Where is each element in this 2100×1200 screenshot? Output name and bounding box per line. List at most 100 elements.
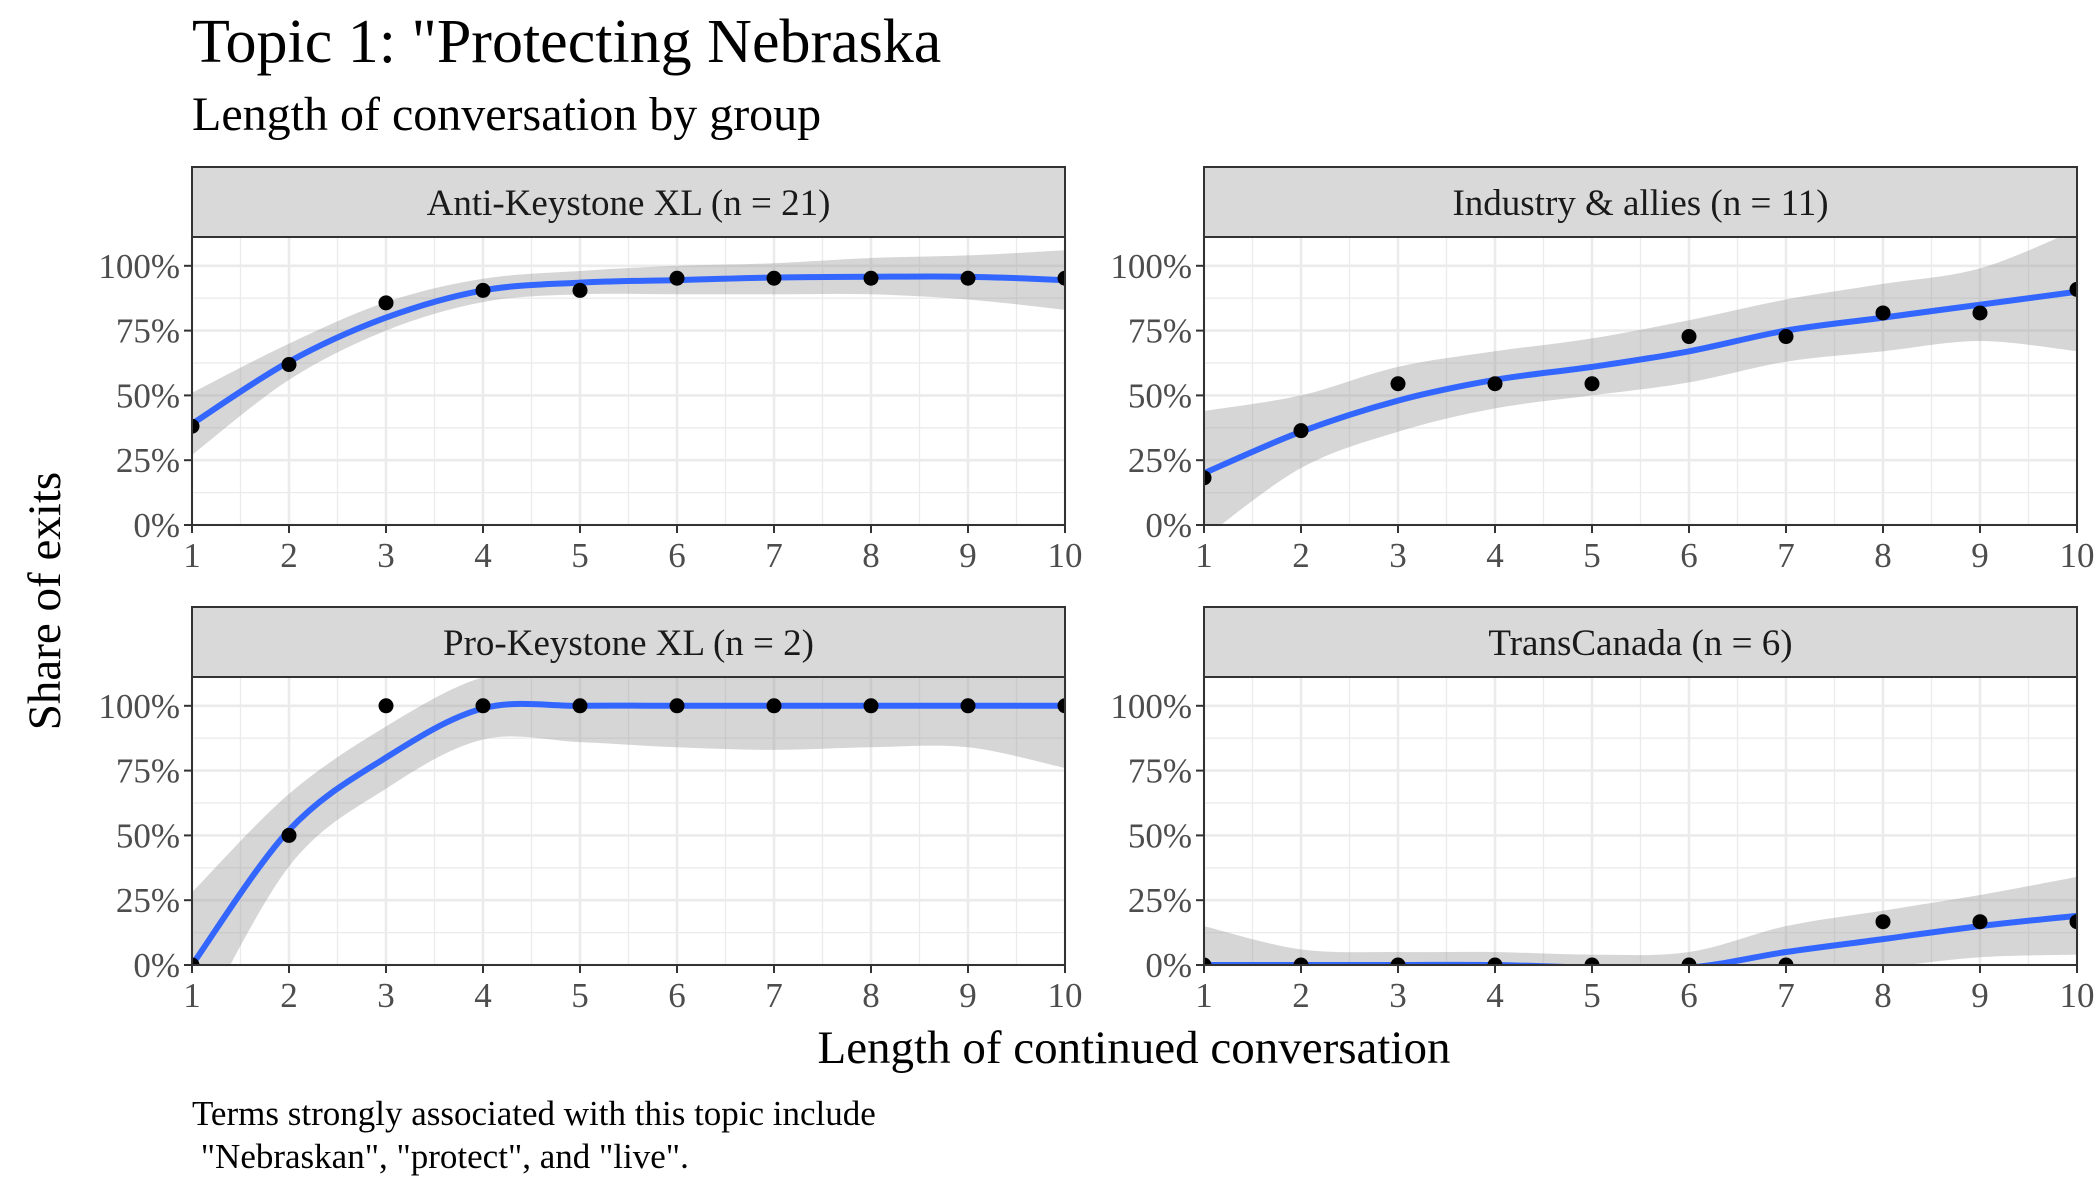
data-point (2069, 281, 2077, 297)
x-tick-label: 7 (1777, 976, 1795, 1015)
data-point (1584, 376, 1600, 392)
x-tick-label: 8 (1874, 976, 1892, 1015)
y-tick-label: 100% (98, 247, 180, 286)
x-tick-label: 5 (1583, 536, 1601, 575)
data-point (192, 418, 200, 434)
facet-strip (1203, 166, 2078, 238)
panel-data (1204, 876, 2077, 965)
data-point (378, 295, 394, 311)
panel-data (192, 250, 1065, 455)
x-tick-label: 4 (1486, 536, 1504, 575)
x-tick-label: 3 (377, 976, 395, 1015)
x-tick-label: 8 (862, 976, 880, 1015)
x-tick-label: 5 (1583, 976, 1601, 1015)
panel-2: Industry & allies (n = 11) 0% 25% 50% 75% 100… (1110, 166, 2095, 575)
data-point (1584, 957, 1600, 965)
x-tick-label: 9 (1971, 536, 1989, 575)
y-tick-label: 0% (133, 506, 180, 545)
data-point (766, 270, 782, 286)
y-tick-label: 0% (1145, 946, 1192, 985)
x-tick-label: 7 (765, 976, 783, 1015)
data-point (669, 270, 685, 286)
y-tick-label: 0% (133, 946, 180, 985)
data-point (475, 698, 491, 714)
data-point (1390, 957, 1406, 965)
data-point (669, 698, 685, 714)
data-point (1487, 957, 1503, 965)
x-tick-label: 6 (668, 536, 686, 575)
x-tick-label: 7 (765, 536, 783, 575)
x-tick-label: 3 (1389, 976, 1407, 1015)
x-tick-label: 7 (1777, 536, 1795, 575)
x-tick-label: 2 (1292, 976, 1310, 1015)
panel-3: Pro-Keystone XL (n = 2) 0% 25% 50% 75% 100% 1 2… (98, 606, 1083, 1015)
x-tick-label: 4 (474, 536, 492, 575)
confidence-band (1204, 237, 2077, 525)
data-point (766, 698, 782, 714)
data-point (960, 698, 976, 714)
data-point (1875, 305, 1891, 321)
x-tick-label: 10 (1048, 536, 1083, 575)
x-tick-label: 9 (959, 536, 977, 575)
data-point (572, 282, 588, 298)
facet-label: Pro-Keystone XL (n = 2) (443, 623, 814, 664)
data-point (1778, 957, 1794, 965)
y-tick-label: 25% (116, 441, 180, 480)
data-point (475, 282, 491, 298)
y-axis-title: Share of exits (19, 472, 71, 730)
confidence-band (192, 250, 1065, 455)
smooth-line (192, 700, 1065, 965)
y-tick-label: 50% (1128, 816, 1192, 855)
smooth-line (192, 273, 1065, 427)
y-tick-label: 100% (1110, 247, 1192, 286)
facet-label: TransCanada (n = 6) (1488, 623, 1792, 664)
caption-line-2: "Nebraskan", "protect", and "live". (192, 1137, 689, 1176)
x-tick-label: 10 (2060, 536, 2095, 575)
x-tick-label: 6 (1680, 536, 1698, 575)
data-point (1057, 270, 1065, 286)
confidence-band (192, 677, 1065, 965)
panel-data (192, 677, 1065, 965)
x-tick-label: 3 (377, 536, 395, 575)
x-tick-label: 1 (183, 536, 201, 575)
y-tick-label: 25% (1128, 441, 1192, 480)
x-tick-label: 4 (474, 976, 492, 1015)
x-tick-label: 10 (2060, 976, 2095, 1015)
facet-strip (1203, 606, 2078, 678)
y-tick-label: 25% (1128, 881, 1192, 920)
x-tick-label: 1 (1195, 976, 1213, 1015)
facet-strip (191, 166, 1066, 238)
y-tick-label: 50% (116, 376, 180, 415)
data-point (281, 357, 297, 373)
y-tick-label: 50% (116, 816, 180, 855)
data-point (1681, 957, 1697, 965)
data-point (863, 270, 879, 286)
data-point (1681, 329, 1697, 345)
chart-subtitle: Length of conversation by group (192, 88, 821, 141)
caption-line-1: Terms strongly associated with this topi… (192, 1094, 876, 1133)
data-point (863, 698, 879, 714)
y-tick-label: 25% (116, 881, 180, 920)
data-point (572, 698, 588, 714)
data-point (1972, 305, 1988, 321)
panel-1: Anti-Keystone XL (n = 21) 0% 25% 50% 75% 100%… (98, 166, 1083, 575)
facet-label: Industry & allies (n = 11) (1452, 183, 1828, 224)
x-tick-label: 5 (571, 536, 589, 575)
data-point (281, 827, 297, 843)
y-tick-label: 100% (1110, 687, 1192, 726)
x-tick-label: 8 (1874, 536, 1892, 575)
x-tick-label: 3 (1389, 536, 1407, 575)
x-tick-label: 5 (571, 976, 589, 1015)
y-tick-label: 75% (116, 752, 180, 791)
facet-strip (191, 606, 1066, 678)
x-tick-label: 10 (1048, 976, 1083, 1015)
smooth-line (1204, 912, 2077, 965)
y-tick-label: 100% (98, 687, 180, 726)
smooth-line (1204, 288, 2077, 477)
data-point (1487, 376, 1503, 392)
x-axis-title: Length of continued conversation (817, 1022, 1450, 1074)
y-tick-label: 75% (1128, 312, 1192, 351)
x-tick-label: 6 (1680, 976, 1698, 1015)
data-point (1204, 957, 1212, 965)
